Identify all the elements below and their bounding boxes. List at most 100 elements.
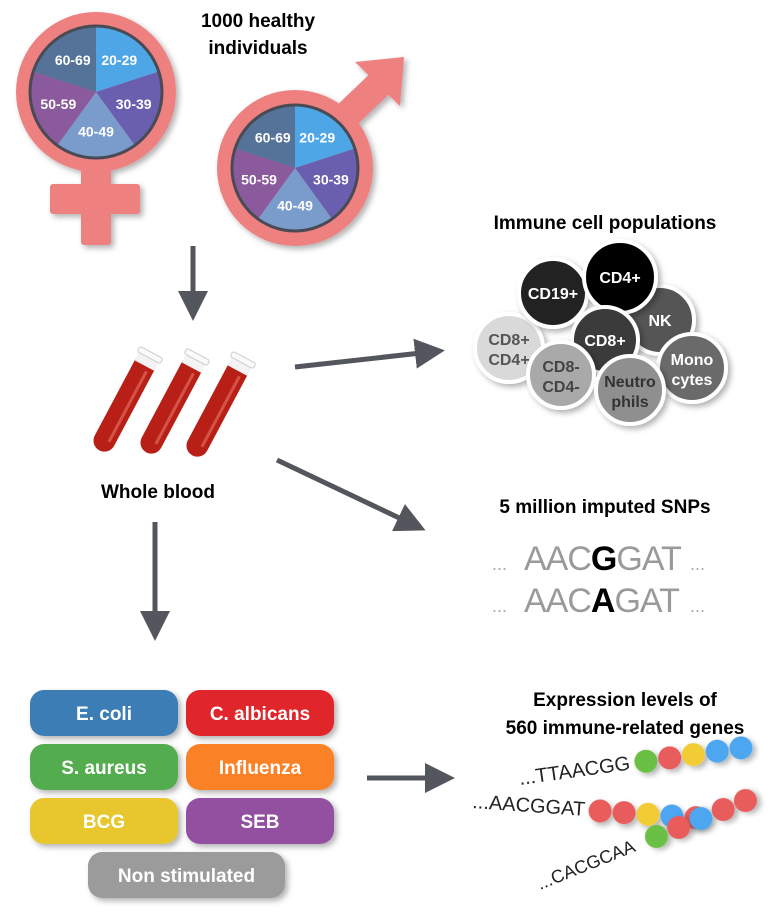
- stimulus-s-aureus: S. aureus: [30, 744, 178, 790]
- cell-label-line2: CD4-: [542, 379, 579, 396]
- expression-bead: [658, 746, 682, 770]
- cell-label: CD19+: [528, 286, 578, 303]
- gene-sequence: ...TTAACGG: [518, 753, 632, 790]
- immune-cell: CD19+: [517, 257, 589, 329]
- age-group-label: 40-49: [78, 124, 114, 140]
- seq-pre: AAC: [524, 582, 591, 620]
- cell-label-line2: CD4+: [488, 352, 529, 369]
- seq-pre: AAC: [524, 540, 591, 578]
- cell-label: Mono: [671, 352, 714, 369]
- age-group-label: 40-49: [277, 198, 313, 214]
- cohort-title-line2: individuals: [208, 38, 307, 59]
- immune-title: Immune cell populations: [494, 213, 717, 234]
- gene-sequence: ...AACGGAT: [472, 791, 586, 821]
- age-group-label: 30-39: [116, 96, 152, 112]
- pie-slice-20-29: [96, 26, 159, 92]
- expression-bead: [588, 799, 612, 823]
- ellipsis: ...: [492, 554, 507, 574]
- age-group-label: 50-59: [40, 96, 76, 112]
- seq-post: GAT: [616, 540, 681, 578]
- pie-slice-40-49: [257, 168, 333, 232]
- blood-tubes-icon: [93, 346, 256, 457]
- stimulus-label: Non stimulated: [118, 866, 255, 887]
- arrow-to-immune-cells: [294, 338, 445, 370]
- expression-bead: [705, 739, 729, 763]
- pie-slice-50-59: [232, 148, 295, 219]
- cell-label: CD4+: [599, 270, 640, 287]
- stimulus-label: S. aureus: [61, 758, 147, 779]
- pie-slice-50-59: [30, 71, 96, 146]
- snp-sequence: ... AACGGAT...: [492, 540, 705, 578]
- snp-sequence: ... AACAGAT...: [492, 582, 705, 620]
- age-group-label: 50-59: [241, 172, 277, 188]
- expression-bead: [612, 801, 636, 825]
- ellipsis: ...: [690, 596, 705, 616]
- seq-post: GAT: [614, 582, 679, 620]
- ellipsis: ...: [492, 596, 507, 616]
- expression-bead: [681, 743, 705, 767]
- ellipsis: ...: [690, 554, 705, 574]
- gene-sequence: ...CACGCAA: [534, 836, 638, 894]
- immune-cell: Neutro phils: [594, 354, 666, 426]
- expression-bead: [733, 789, 757, 813]
- immune-cell: CD4+: [582, 239, 658, 315]
- pie-slice-60-69: [235, 105, 295, 168]
- stimulus-label: BCG: [83, 812, 125, 833]
- snp-text: AACGGAT: [524, 540, 681, 578]
- expression-title-line2: 560 immune-related genes: [506, 718, 745, 739]
- cell-label: CD8-: [542, 359, 579, 376]
- snp-sequences: ... AACGGAT...... AACAGAT...: [492, 540, 705, 620]
- expression-bead: [644, 824, 668, 848]
- gene-strand: ...TTAACGG: [515, 736, 753, 791]
- pie-slice-30-39: [295, 148, 358, 219]
- age-group-label: 60-69: [255, 129, 291, 145]
- stimulus-influenza: Influenza: [186, 744, 334, 790]
- immune-cell: Mono cytes: [656, 332, 728, 404]
- snp-variant: A: [591, 582, 615, 620]
- stimulus-e-coli: E. coli: [30, 690, 178, 736]
- cell-label: CD8+: [488, 332, 529, 349]
- snp-variant: G: [591, 540, 616, 578]
- expression-title-line1: Expression levels of: [533, 690, 717, 711]
- cell-label-line2: cytes: [672, 372, 713, 389]
- blood-tube-icon: [186, 351, 256, 457]
- age-group-label: 30-39: [313, 172, 349, 188]
- arrow-to-snps: [275, 457, 426, 532]
- cell-label: Neutro: [604, 374, 656, 391]
- pie-slice-40-49: [57, 92, 135, 159]
- expression-bead: [729, 736, 753, 760]
- immune-cell: CD8- CD4-: [526, 340, 596, 410]
- expression-bead: [634, 749, 658, 773]
- cell-label-line2: phils: [611, 394, 648, 411]
- expression-bead: [667, 815, 691, 839]
- expression-bead: [689, 807, 713, 831]
- pie-slice-20-29: [295, 105, 355, 168]
- arrows: [140, 246, 455, 793]
- stimulus-seb: SEB: [186, 798, 334, 844]
- stimulus-label: C. albicans: [210, 704, 310, 725]
- snp-text: AACAGAT: [524, 582, 679, 620]
- whole-blood-label: Whole blood: [101, 482, 215, 503]
- stimulus-bcg: BCG: [30, 798, 178, 844]
- stimulus-label: SEB: [240, 812, 279, 833]
- expression-bead: [636, 802, 660, 826]
- immune-cell-cluster: CD8+ CD4+ CD19+ NK CD4+ CD8+ CD8- CD4- Mono cytes…: [473, 239, 728, 426]
- expression-bead: [711, 798, 735, 822]
- pie-slice-30-39: [96, 71, 162, 146]
- blood-tube-icon: [140, 348, 210, 454]
- age-group-label: 20-29: [101, 52, 137, 68]
- pie-slice-60-69: [33, 26, 96, 92]
- age-group-label: 60-69: [55, 52, 91, 68]
- blood-tube-icon: [93, 346, 163, 452]
- cell-label: CD8+: [584, 333, 625, 350]
- stimulus-non-stimulated: Non stimulated: [88, 852, 285, 898]
- age-group-label: 20-29: [299, 129, 335, 145]
- cell-label: NK: [648, 313, 672, 330]
- stimuli-grid: E. coli C. albicans S. aureus Influenza BCG S…: [30, 690, 334, 898]
- stimulus-c-albicans: C. albicans: [186, 690, 334, 736]
- gene-expression-strands: ...TTAACGG...AACGGAT ...CACGCAA: [466, 736, 757, 897]
- stimulus-label: E. coli: [76, 704, 132, 725]
